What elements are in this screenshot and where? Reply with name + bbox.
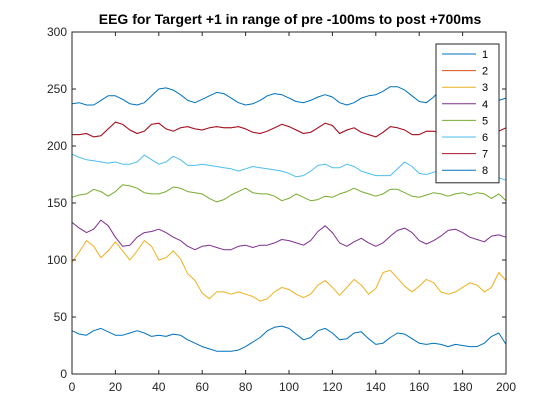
- legend-label-7: 7: [482, 149, 488, 161]
- x-tick-label: 200: [496, 380, 516, 394]
- legend-label-8: 8: [482, 165, 488, 177]
- x-tick-label: 20: [109, 380, 123, 394]
- y-tick-label: 100: [47, 253, 67, 267]
- legend-box: [435, 43, 500, 184]
- y-tick-label: 250: [47, 82, 67, 96]
- legend-label-3: 3: [482, 82, 488, 94]
- series-line-4: [71, 219, 507, 251]
- x-tick-label: 40: [152, 380, 166, 394]
- plot-area: [71, 32, 507, 374]
- x-tick-label: 180: [453, 380, 473, 394]
- x-tick-label: 140: [366, 380, 386, 394]
- series-line-8: [71, 325, 507, 352]
- x-tick-label: 120: [322, 380, 342, 394]
- y-tick-label: 50: [54, 310, 68, 324]
- chart-title: EEG for Targert +1 in range of pre -100m…: [99, 11, 482, 27]
- series-line-7: [72, 121, 507, 138]
- y-tick-label: 0: [60, 367, 67, 381]
- x-tick-label: 80: [239, 380, 253, 394]
- y-tick-label: 300: [47, 25, 67, 39]
- legend-label-5: 5: [482, 115, 488, 127]
- y-tick-label: 200: [47, 139, 67, 153]
- legend-label-4: 4: [482, 99, 488, 111]
- y-tick-label: 150: [47, 196, 67, 210]
- legend-label-1: 1: [482, 49, 488, 61]
- x-tick-label: 60: [196, 380, 210, 394]
- plot-background: [72, 32, 506, 374]
- legend-label-2: 2: [482, 66, 488, 78]
- series-line-3: [71, 240, 507, 302]
- series-line-6: [71, 153, 507, 182]
- legend: 1 2 3 4 5 6 7 8: [435, 43, 500, 184]
- x-tick-label: 160: [409, 380, 429, 394]
- axes: 0 20 40 60 80 100 120 140 160 180 200 0 50 100 150 200 2…: [47, 25, 516, 394]
- x-tick-label: 100: [279, 380, 299, 394]
- legend-label-6: 6: [482, 132, 488, 144]
- series-line-5: [71, 184, 507, 203]
- x-tick-label: 0: [69, 380, 76, 394]
- series-line-1: [71, 86, 507, 106]
